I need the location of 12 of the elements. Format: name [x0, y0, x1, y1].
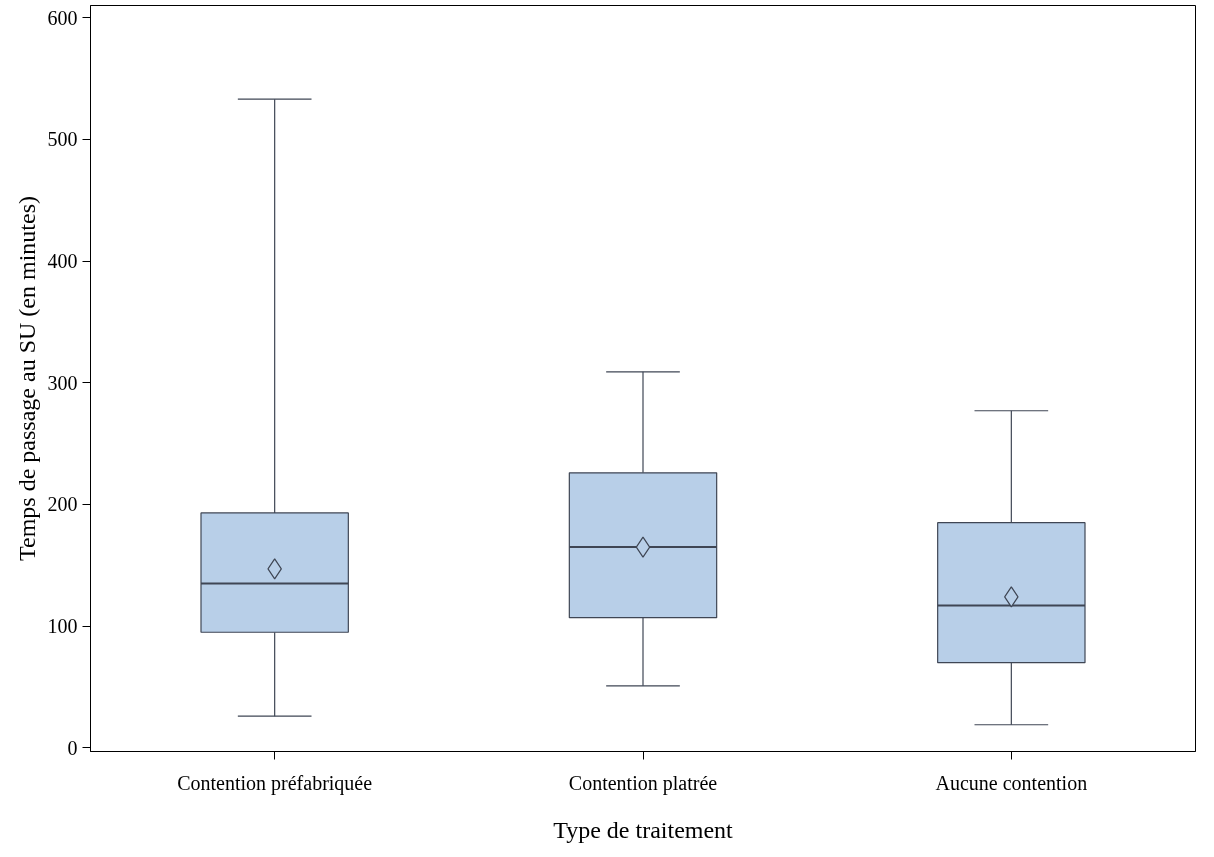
y-axis-title: Temps de passage au SU (en minutes)	[13, 196, 40, 561]
x-tick-label: Contention préfabriquée	[177, 771, 373, 795]
y-tick-label: 500	[47, 128, 78, 151]
y-tick-label: 400	[47, 250, 78, 273]
x-tick-label: Aucune contention	[935, 771, 1088, 794]
y-tick-label: 0	[67, 736, 78, 759]
y-tick-label: 100	[47, 615, 78, 638]
x-axis-title: Type de traitement	[553, 816, 734, 843]
x-tick-label: Contention platrée	[568, 771, 718, 795]
y-tick-label: 200	[47, 493, 78, 516]
y-tick-label: 300	[47, 371, 78, 394]
y-tick-label: 600	[47, 6, 78, 29]
